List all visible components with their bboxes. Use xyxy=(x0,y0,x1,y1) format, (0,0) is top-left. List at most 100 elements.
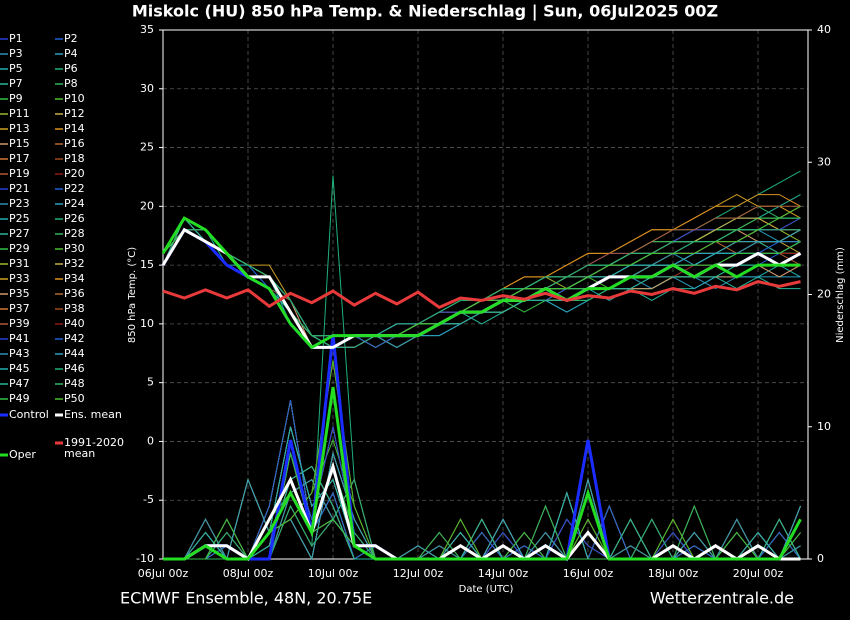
legend-label: P27 xyxy=(9,227,30,240)
y-tick-label: 5 xyxy=(147,376,154,389)
legend-label: P24 xyxy=(64,197,85,210)
legend-label: P13 xyxy=(9,122,30,135)
legend-label: P1 xyxy=(9,32,23,45)
legend-label: P5 xyxy=(9,62,23,75)
legend-label: P28 xyxy=(64,227,85,240)
legend-label: P48 xyxy=(64,377,85,390)
y-tick-label: 25 xyxy=(140,141,154,154)
legend-label: P22 xyxy=(64,182,85,195)
precip-line xyxy=(163,360,801,560)
precip-line xyxy=(163,400,801,560)
x-tick-label: 06Jul 00z xyxy=(138,567,189,580)
legend-label: P50 xyxy=(64,392,85,405)
legend-label: P26 xyxy=(64,212,85,225)
legend-label: P43 xyxy=(9,347,30,360)
legend-label: P46 xyxy=(64,362,85,375)
plot-frame xyxy=(162,29,809,560)
y-tick-label: -10 xyxy=(136,552,154,565)
precip-line xyxy=(163,360,801,560)
x-tick-label: 12Jul 00z xyxy=(393,567,444,580)
x-tick-label: 14Jul 00z xyxy=(478,567,529,580)
y2-axis-label: Niederschlag (mm) xyxy=(835,247,846,343)
legend-label: P17 xyxy=(9,152,30,165)
y-tick-label: 15 xyxy=(140,258,154,271)
y2-tick-label: 10 xyxy=(817,420,831,433)
legend-label: P18 xyxy=(64,152,85,165)
legend-label: P9 xyxy=(9,92,23,105)
legend-label: P38 xyxy=(64,302,85,315)
legend-label: Oper xyxy=(9,448,36,461)
legend-label: P33 xyxy=(9,272,30,285)
legend-label: P14 xyxy=(64,122,85,135)
legend-label: P20 xyxy=(64,167,85,180)
x-tick-label: 08Jul 00z xyxy=(223,567,274,580)
legend-label: P16 xyxy=(64,137,85,150)
x-tick-label: 20Jul 00z xyxy=(733,567,784,580)
legend-label: P40 xyxy=(64,317,85,330)
legend-label: P25 xyxy=(9,212,30,225)
precip-line xyxy=(163,400,801,560)
legend-label: P15 xyxy=(9,137,30,150)
precip-line xyxy=(163,334,801,562)
y-tick-label: -5 xyxy=(143,493,154,506)
footer-right: Wetterzentrale.de xyxy=(650,589,794,608)
y-axis-label: 850 hPa Temp. (°C) xyxy=(127,247,138,343)
x-tick-label: 16Jul 00z xyxy=(563,567,614,580)
y-tick-label: 0 xyxy=(147,434,154,447)
footer-left: ECMWF Ensemble, 48N, 20.75E xyxy=(120,589,372,608)
legend-label: P44 xyxy=(64,347,85,360)
legend-label: P30 xyxy=(64,242,85,255)
legend-label: 1991-2020 mean xyxy=(64,436,124,460)
temp-line xyxy=(162,280,801,310)
legend-label: P8 xyxy=(64,77,78,90)
legend-label: P21 xyxy=(9,182,30,195)
precip-line xyxy=(163,360,801,560)
legend-label: P12 xyxy=(64,107,85,120)
legend-label: P19 xyxy=(9,167,30,180)
y-tick-label: 20 xyxy=(140,199,154,212)
precip-line xyxy=(163,400,801,560)
legend-label: P49 xyxy=(9,392,30,405)
x-tick-label: 10Jul 00z xyxy=(308,567,359,580)
y2-tick-label: 0 xyxy=(817,552,824,565)
legend-label: P37 xyxy=(9,302,30,315)
precip-line xyxy=(163,451,801,561)
legend-label: P7 xyxy=(9,77,23,90)
chart-title: Miskolc (HU) 850 hPa Temp. & Niederschla… xyxy=(132,2,718,22)
legend-label: Control xyxy=(9,408,49,421)
legend-label: P41 xyxy=(9,332,30,345)
legend-label: P6 xyxy=(64,62,78,75)
precip-line xyxy=(163,386,802,561)
y2-tick-label: 30 xyxy=(817,155,831,168)
legend-label: P11 xyxy=(9,107,30,120)
legend-label: P31 xyxy=(9,257,30,270)
legend-label: P4 xyxy=(64,47,78,60)
y2-tick-label: 40 xyxy=(817,23,831,36)
y-tick-label: 10 xyxy=(140,317,154,330)
legend-label: P42 xyxy=(64,332,85,345)
legend-label: P36 xyxy=(64,287,85,300)
legend-label: P35 xyxy=(9,287,30,300)
precip-line xyxy=(163,400,801,560)
legend-label: P45 xyxy=(9,362,30,375)
temp-line xyxy=(161,216,801,350)
x-tick-label: 18Jul 00z xyxy=(648,567,699,580)
legend-label: P2 xyxy=(64,32,78,45)
precip-line xyxy=(163,360,801,560)
x-axis-label: Date (UTC) xyxy=(459,584,514,595)
y-tick-label: 30 xyxy=(140,82,154,95)
legend-label: P34 xyxy=(64,272,85,285)
legend-label: P3 xyxy=(9,47,23,60)
legend-label: P32 xyxy=(64,257,85,270)
legend-label: P29 xyxy=(9,242,30,255)
precip-line xyxy=(163,175,801,560)
legend-label: Ens. mean xyxy=(64,408,122,421)
legend-label: P10 xyxy=(64,92,85,105)
legend-label: P39 xyxy=(9,317,30,330)
y2-tick-label: 20 xyxy=(817,288,831,301)
y-tick-label: 35 xyxy=(140,23,154,36)
legend-label: P47 xyxy=(9,377,30,390)
precip-line xyxy=(163,400,801,560)
